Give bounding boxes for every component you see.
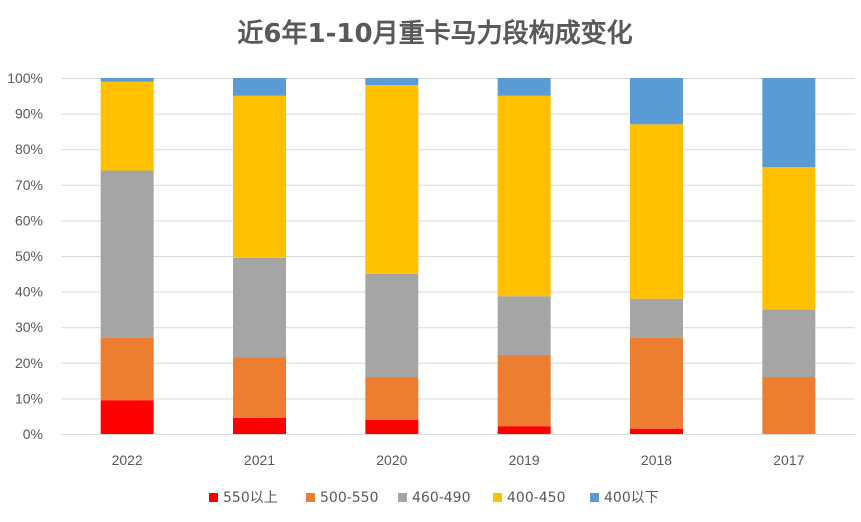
legend-swatch: [209, 493, 218, 502]
bar-segment: [365, 85, 419, 274]
bar-segment: [365, 419, 419, 434]
y-tick-label: 40%: [15, 284, 43, 300]
legend-swatch: [398, 493, 407, 502]
y-tick-label: 90%: [15, 106, 43, 122]
y-tick-label: 20%: [15, 355, 43, 371]
x-axis-ticks: 2022 2021 2020 2019 2018 2017: [112, 452, 805, 468]
bar-segment: [100, 81, 154, 171]
legend-label: 460-490: [412, 490, 471, 506]
y-axis-ticks: 0% 10% 20% 30% 40% 50% 60% 70% 80% 90% 100%: [7, 70, 43, 442]
bar-segment: [630, 124, 683, 299]
legend-label: 550以上: [223, 490, 278, 506]
legend-swatch: [493, 493, 502, 502]
bar-segment: [630, 78, 683, 125]
x-tick-label: 2022: [112, 452, 143, 468]
legend-label: 500-550: [320, 490, 379, 506]
bar-segment: [497, 354, 551, 427]
bar-segment: [233, 357, 286, 418]
bar-segment: [233, 78, 286, 96]
x-tick-label: 2019: [509, 452, 540, 468]
y-tick-label: 10%: [15, 390, 43, 406]
bar-segment: [762, 167, 816, 310]
y-tick-label: 80%: [15, 141, 43, 157]
chart-title: 近6年1-10月重卡马力段构成变化: [237, 18, 632, 49]
bar-segment: [630, 298, 683, 338]
legend-swatch: [590, 493, 599, 502]
bar-segment: [497, 296, 551, 355]
legend-label: 400-450: [507, 490, 566, 506]
y-tick-label: 30%: [15, 319, 43, 335]
bar-segment: [630, 337, 683, 429]
bar-segment: [100, 400, 154, 434]
bars: [100, 78, 816, 434]
bar-segment: [365, 273, 419, 378]
bar-segment: [762, 377, 816, 434]
bar-segment: [365, 78, 419, 86]
bar-segment: [762, 78, 816, 167]
y-tick-label: 70%: [15, 177, 43, 193]
bar-segment: [233, 95, 286, 258]
bar-segment: [100, 78, 154, 82]
legend: 550以上 500-550 460-490 400-450 400以下: [209, 490, 659, 506]
bar-segment: [100, 170, 154, 338]
x-tick-label: 2018: [641, 452, 672, 468]
y-tick-label: 100%: [7, 70, 43, 86]
bar-segment: [497, 426, 551, 434]
bar-segment: [497, 95, 551, 297]
y-tick-label: 60%: [15, 212, 43, 228]
bar-segment: [100, 337, 154, 401]
bar-segment: [233, 257, 286, 358]
bar-segment: [365, 377, 419, 420]
bar-segment: [233, 417, 286, 434]
y-tick-label: 0%: [23, 426, 43, 442]
legend-swatch: [306, 493, 315, 502]
bar-segment: [762, 309, 816, 378]
legend-label: 400以下: [604, 490, 659, 506]
x-tick-label: 2017: [773, 452, 804, 468]
x-tick-label: 2020: [376, 452, 407, 468]
gridlines: [61, 78, 855, 400]
bar-segment: [497, 78, 551, 96]
y-tick-label: 50%: [15, 248, 43, 264]
bar-segment: [630, 428, 683, 434]
x-tick-label: 2021: [244, 452, 275, 468]
